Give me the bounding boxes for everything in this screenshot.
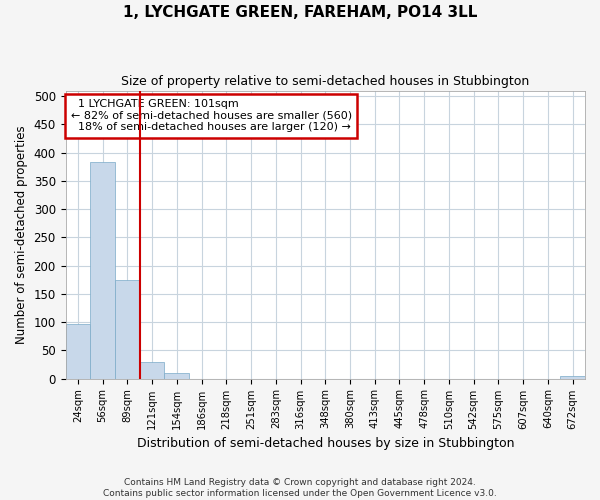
Text: 1, LYCHGATE GREEN, FAREHAM, PO14 3LL: 1, LYCHGATE GREEN, FAREHAM, PO14 3LL [123,5,477,20]
Bar [140,362,164,378]
Title: Size of property relative to semi-detached houses in Stubbington: Size of property relative to semi-detach… [121,75,529,88]
Text: 1 LYCHGATE GREEN: 101sqm
← 82% of semi-detached houses are smaller (560)
  18% o: 1 LYCHGATE GREEN: 101sqm ← 82% of semi-d… [71,99,352,132]
Y-axis label: Number of semi-detached properties: Number of semi-detached properties [15,125,28,344]
Bar [90,162,115,378]
Bar [164,374,189,378]
Bar [115,280,140,378]
X-axis label: Distribution of semi-detached houses by size in Stubbington: Distribution of semi-detached houses by … [137,437,514,450]
Bar [65,324,90,378]
Bar [560,376,585,378]
Text: Contains HM Land Registry data © Crown copyright and database right 2024.
Contai: Contains HM Land Registry data © Crown c… [103,478,497,498]
